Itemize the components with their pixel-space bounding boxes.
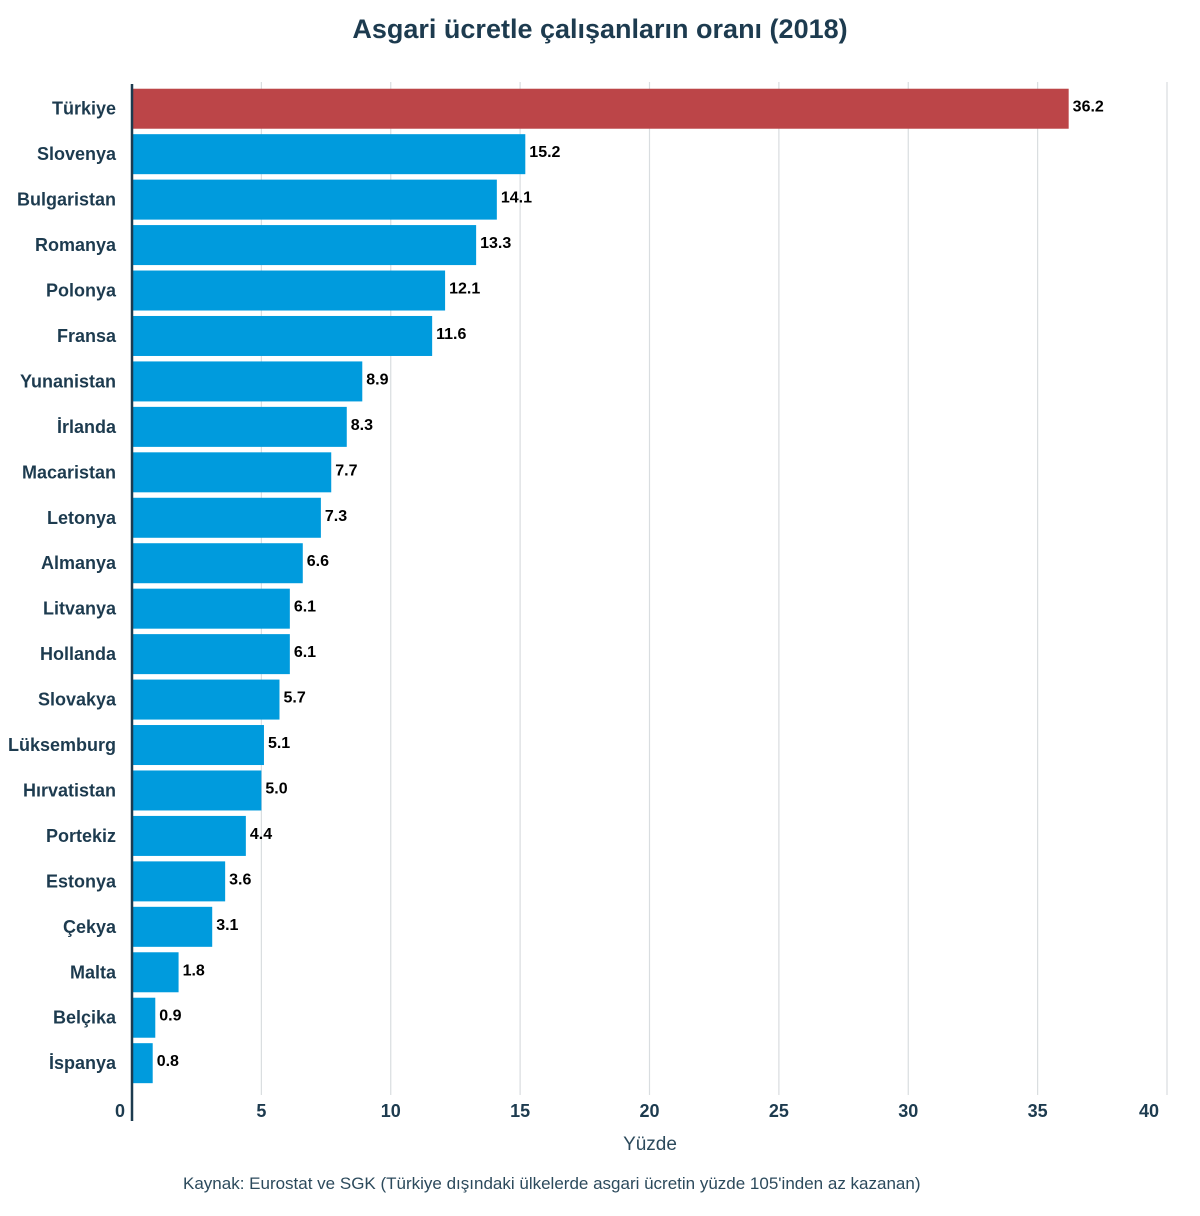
- category-label: Estonya: [46, 871, 117, 891]
- value-label: 6.6: [307, 553, 329, 570]
- bar: [132, 770, 262, 811]
- value-label: 0.8: [157, 1053, 179, 1070]
- source-note: Kaynak: Eurostat ve SGK (Türkiye dışında…: [183, 1174, 921, 1193]
- bar: [132, 406, 347, 447]
- bar: [132, 906, 213, 947]
- category-label: Fransa: [57, 326, 117, 346]
- value-label: 5.1: [268, 735, 290, 752]
- bar: [132, 997, 156, 1038]
- category-label: Türkiye: [52, 99, 116, 119]
- value-label: 4.4: [250, 826, 272, 843]
- category-label: Slovenya: [37, 144, 117, 164]
- x-tick-label: 20: [639, 1101, 659, 1121]
- value-label: 7.3: [325, 508, 347, 525]
- value-label: 3.1: [216, 917, 238, 934]
- bar: [132, 815, 246, 856]
- category-label: Almanya: [41, 553, 117, 573]
- category-label: Litvanya: [43, 599, 117, 619]
- bar: [132, 225, 477, 266]
- bar: [132, 361, 363, 402]
- x-tick-label: 35: [1028, 1101, 1048, 1121]
- x-axis-title: Yüzde: [623, 1134, 677, 1155]
- category-label: Bulgaristan: [17, 190, 116, 210]
- x-tick-label: 30: [898, 1101, 918, 1121]
- bar: [132, 543, 303, 584]
- value-label: 1.8: [183, 962, 205, 979]
- value-label: 5.0: [265, 780, 287, 797]
- bar: [132, 270, 446, 311]
- bar: [132, 88, 1069, 129]
- category-label: Hırvatistan: [23, 780, 116, 800]
- category-label: Slovakya: [38, 690, 117, 710]
- value-label: 0.9: [159, 1008, 181, 1025]
- category-label: Çekya: [63, 917, 117, 937]
- category-label: Yunanistan: [20, 371, 116, 391]
- bar: [132, 179, 497, 220]
- x-tick-label: 10: [381, 1101, 401, 1121]
- value-label: 36.2: [1073, 99, 1104, 116]
- bar: [132, 452, 332, 493]
- value-label: 6.1: [294, 599, 316, 616]
- labels: 0 5 10 15 20 25 30 35 40 Türkiye 36.2 Slovenya 15.2 B…: [8, 99, 1159, 1155]
- category-label: İspanya: [49, 1053, 117, 1073]
- value-label: 11.6: [436, 326, 466, 343]
- bar: [132, 497, 321, 538]
- value-label: 12.1: [449, 281, 480, 298]
- value-label: 5.7: [283, 690, 305, 707]
- bar: [132, 634, 290, 675]
- x-tick-label: 0: [115, 1101, 125, 1121]
- value-label: 14.1: [501, 190, 532, 207]
- bar: [132, 861, 226, 902]
- bars: [132, 88, 1069, 1084]
- bar: [132, 588, 290, 629]
- category-label: Hollanda: [40, 644, 117, 664]
- category-label: Macaristan: [22, 462, 116, 482]
- category-label: Belçika: [53, 1008, 117, 1028]
- value-label: 3.6: [229, 871, 251, 888]
- bar: [132, 134, 526, 175]
- value-label: 8.9: [366, 371, 388, 388]
- category-label: Lüksemburg: [8, 735, 116, 755]
- x-tick-label: 5: [256, 1101, 266, 1121]
- value-label: 7.7: [335, 462, 357, 479]
- chart-title: Asgari ücretle çalışanların oranı (2018): [352, 14, 848, 44]
- category-label: Letonya: [47, 508, 117, 528]
- value-label: 15.2: [529, 144, 560, 161]
- bar: [132, 315, 433, 356]
- value-label: 8.3: [351, 417, 373, 434]
- value-label: 13.3: [480, 235, 511, 252]
- x-tick-label: 25: [769, 1101, 789, 1121]
- x-tick-label: 40: [1139, 1101, 1159, 1121]
- category-label: İrlanda: [57, 417, 117, 437]
- value-label: 6.1: [294, 644, 316, 661]
- x-tick-label: 15: [510, 1101, 530, 1121]
- bar: [132, 1043, 153, 1084]
- bar: [132, 725, 264, 766]
- category-label: Malta: [70, 962, 117, 982]
- category-label: Polonya: [46, 281, 117, 301]
- bar: [132, 679, 280, 720]
- category-label: Portekiz: [46, 826, 116, 846]
- bar: [132, 952, 179, 993]
- category-label: Romanya: [35, 235, 117, 255]
